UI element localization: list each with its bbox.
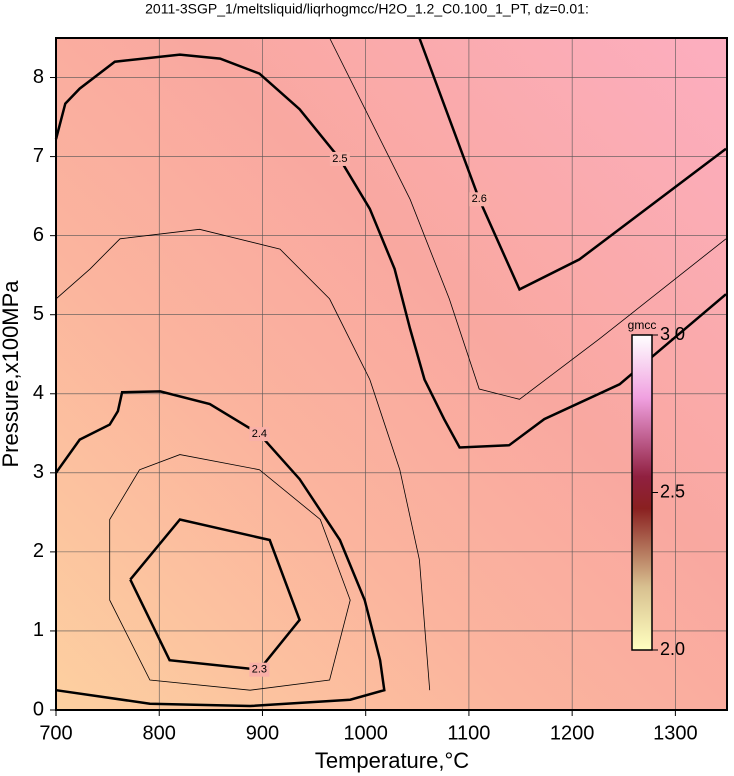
y-tick-label: 5 (33, 303, 44, 325)
contour-label-bg (249, 662, 270, 677)
contour-line (329, 37, 727, 400)
contour-label: 2.4 (252, 428, 267, 440)
y-tick-label: 4 (33, 382, 44, 404)
x-tick-label: 700 (39, 722, 72, 744)
y-tick-label: 2 (33, 540, 44, 562)
colorbar (631, 334, 653, 651)
contour-label-bg (469, 192, 490, 207)
contour-label-bg (329, 151, 350, 166)
x-tick-label: 1000 (343, 722, 388, 744)
contour-line (129, 518, 302, 672)
contour-label: 2.3 (252, 664, 267, 676)
y-tick-label: 1 (33, 619, 44, 641)
x-axis-title: Temperature,°C (315, 748, 469, 773)
x-tick-label: 1100 (447, 722, 490, 744)
x-tick-label: 1300 (653, 722, 698, 744)
contour-line (55, 228, 431, 691)
y-tick-label: 0 (33, 698, 44, 720)
contour-label: 2.5 (332, 153, 347, 165)
y-tick-label: 6 (33, 224, 44, 246)
y-tick-label: 7 (33, 145, 44, 167)
chart-title: 2011-3SGP_1/meltsliquid/liqrhogmcc/H2O_1… (145, 1, 589, 17)
contour-label: 2.6 (472, 193, 487, 205)
contour-line (418, 37, 727, 292)
x-tick-label: 800 (143, 722, 176, 744)
colorbar-tick-label: 2.5 (660, 481, 685, 501)
x-tick-label: 1200 (550, 722, 595, 744)
colorbar-tick-label: 2.0 (660, 639, 685, 659)
y-axis-title: Pressure,x100MPa (0, 280, 23, 468)
contour-line (109, 454, 351, 691)
contour-line (54, 53, 727, 449)
plot-frame (55, 37, 728, 711)
plot-background (56, 38, 727, 710)
y-tick-label: 8 (33, 66, 44, 88)
contour-label-bg (249, 427, 270, 442)
contour-line (54, 390, 386, 708)
x-tick-label: 900 (246, 722, 279, 744)
colorbar-tick-label: 3.0 (660, 324, 685, 344)
y-tick-label: 3 (33, 461, 44, 483)
colorbar-label: gmcc (628, 318, 657, 332)
